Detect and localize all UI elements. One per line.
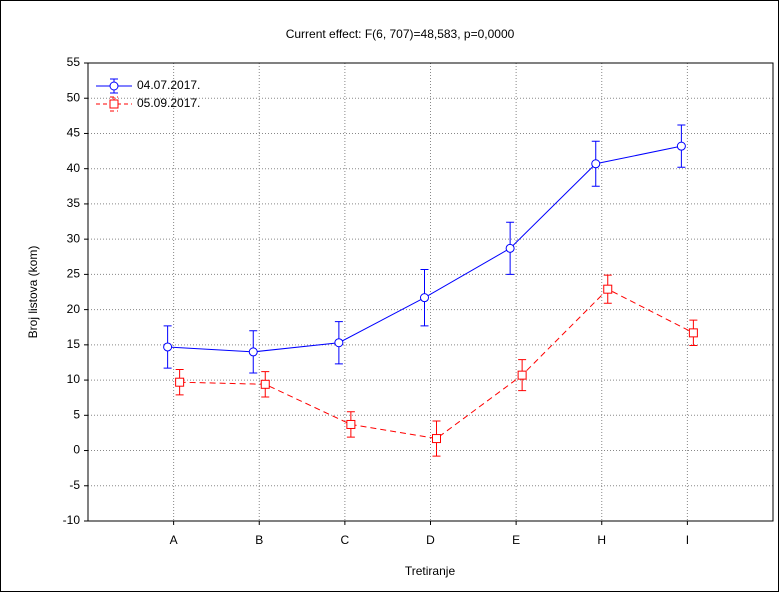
y-tick-label: -5 bbox=[69, 478, 80, 492]
marker bbox=[591, 159, 601, 169]
marker bbox=[334, 338, 344, 348]
x-tick-label: D bbox=[426, 533, 435, 547]
chart-title: Current effect: F(6, 707)=48,583, p=0,00… bbox=[286, 27, 515, 41]
marker bbox=[432, 434, 441, 444]
marker bbox=[603, 284, 613, 294]
x-axis-label: Tretiranje bbox=[405, 564, 456, 578]
marker bbox=[109, 99, 119, 109]
y-tick-label: -10 bbox=[63, 513, 81, 527]
y-tick-label: 5 bbox=[73, 407, 80, 421]
y-tick-label: 15 bbox=[67, 337, 81, 351]
y-tick-label: 0 bbox=[73, 443, 80, 457]
marker bbox=[420, 293, 429, 303]
x-tick-label: A bbox=[170, 533, 178, 547]
y-tick-label: 30 bbox=[67, 231, 81, 245]
y-tick-label: 45 bbox=[67, 126, 81, 140]
y-tick-label: 20 bbox=[67, 302, 81, 316]
marker bbox=[346, 419, 356, 429]
marker bbox=[175, 377, 185, 387]
x-tick-label: E bbox=[512, 533, 520, 547]
marker bbox=[248, 347, 258, 357]
x-tick-label: I bbox=[686, 533, 689, 547]
x-tick-label: B bbox=[255, 533, 263, 547]
legend-label: 05.09.2017. bbox=[137, 96, 200, 110]
marker bbox=[109, 81, 119, 91]
y-tick-label: 50 bbox=[67, 90, 81, 104]
marker bbox=[688, 328, 698, 338]
y-tick-label: 40 bbox=[67, 161, 81, 175]
y-tick-label: 55 bbox=[67, 55, 81, 69]
x-tick-label: H bbox=[597, 533, 606, 547]
plot-area bbox=[87, 62, 774, 522]
y-axis-label: Broj listova (kom) bbox=[26, 246, 40, 339]
marker bbox=[505, 243, 515, 253]
marker bbox=[163, 342, 173, 352]
marker bbox=[260, 379, 270, 389]
x-tick-label: C bbox=[341, 533, 350, 547]
marker bbox=[676, 141, 686, 151]
y-tick-label: 10 bbox=[67, 372, 81, 386]
legend-label: 04.07.2017. bbox=[137, 78, 200, 92]
y-tick-label: 35 bbox=[67, 196, 81, 210]
marker bbox=[517, 370, 527, 380]
y-tick-label: 25 bbox=[67, 267, 81, 281]
